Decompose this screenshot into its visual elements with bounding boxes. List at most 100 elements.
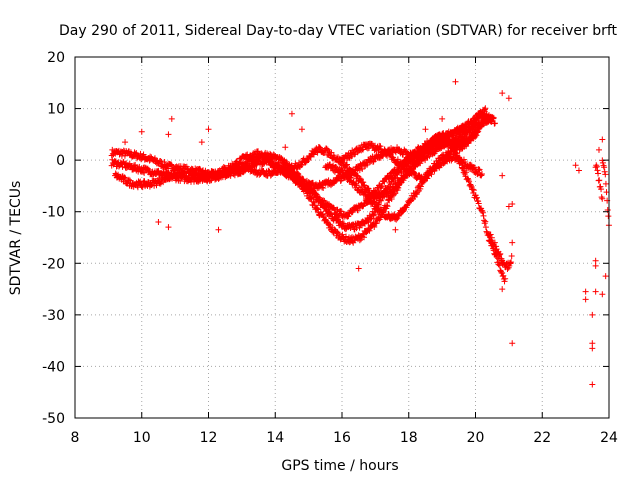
data-point <box>454 150 461 157</box>
data-point <box>383 202 390 209</box>
data-point <box>337 177 344 184</box>
data-point <box>474 114 481 121</box>
data-point <box>393 216 400 223</box>
data-point <box>499 90 506 97</box>
data-point <box>473 124 480 131</box>
data-point <box>247 163 254 170</box>
data-point <box>378 197 385 204</box>
data-point <box>411 170 418 177</box>
data-point <box>394 159 401 166</box>
data-point <box>488 114 495 121</box>
data-point <box>328 211 335 218</box>
data-point <box>219 174 226 181</box>
data-point <box>155 175 162 182</box>
data-point <box>457 159 464 166</box>
data-point <box>140 151 147 158</box>
data-point <box>601 164 608 171</box>
data-point <box>478 172 485 179</box>
data-point <box>205 126 212 133</box>
data-point <box>398 170 405 177</box>
data-point <box>596 177 603 184</box>
data-point <box>161 158 168 165</box>
data-point <box>184 175 191 182</box>
data-point <box>355 207 362 214</box>
data-point <box>482 224 489 231</box>
data-point <box>424 175 431 182</box>
data-point <box>165 224 172 231</box>
data-point <box>462 137 469 144</box>
data-point <box>254 156 261 163</box>
data-point <box>392 190 399 197</box>
data-point <box>599 136 606 143</box>
data-point <box>394 156 401 163</box>
data-point <box>417 183 424 190</box>
data-point <box>351 151 358 158</box>
data-point <box>589 340 596 347</box>
data-point <box>298 126 305 133</box>
data-point <box>502 275 509 282</box>
data-point <box>470 187 477 194</box>
data-point <box>509 200 516 207</box>
data-point <box>592 257 599 264</box>
data-point <box>322 216 329 223</box>
data-point <box>400 177 407 184</box>
data-point <box>377 143 384 150</box>
data-point <box>445 140 452 147</box>
data-point <box>382 151 389 158</box>
data-point <box>132 161 139 168</box>
data-point <box>344 213 351 220</box>
data-point <box>365 185 372 192</box>
data-point <box>336 218 343 225</box>
data-point <box>593 163 600 170</box>
y-tick-label: -20 <box>42 256 65 272</box>
data-point <box>469 186 476 193</box>
data-point <box>361 234 368 241</box>
data-point <box>508 259 515 266</box>
data-point <box>505 203 512 210</box>
x-tick-label: 18 <box>400 430 418 446</box>
data-point <box>475 200 482 207</box>
data-point <box>461 133 468 140</box>
data-point <box>467 129 474 136</box>
data-point <box>218 169 225 176</box>
x-tick-label: 24 <box>600 430 618 446</box>
data-point <box>406 165 413 172</box>
data-point <box>220 164 227 171</box>
data-point <box>392 226 399 233</box>
data-point <box>384 203 391 210</box>
data-point <box>466 121 473 128</box>
data-point <box>314 205 321 212</box>
data-point <box>138 128 145 135</box>
data-point <box>370 158 377 165</box>
data-point <box>385 211 392 218</box>
data-point <box>450 132 457 139</box>
data-point <box>488 117 495 124</box>
data-point <box>348 175 355 182</box>
data-point <box>491 239 498 246</box>
data-point <box>380 208 387 215</box>
data-point <box>370 158 377 165</box>
data-point <box>198 139 205 146</box>
data-point <box>592 288 599 295</box>
y-tick-label: -30 <box>42 308 65 324</box>
y-axis-label: SDTVAR / TECUs <box>8 181 24 296</box>
y-tick-label: 20 <box>47 50 65 66</box>
data-point <box>473 115 480 122</box>
data-point <box>599 291 606 298</box>
data-point <box>141 169 148 176</box>
data-point <box>457 156 464 163</box>
data-point <box>487 231 494 238</box>
data-point <box>318 184 325 191</box>
y-tick-labels: 20 10 0 -10 -20 -30 -40 -50 <box>42 50 65 427</box>
data-point <box>236 167 243 174</box>
data-point <box>599 159 606 166</box>
data-point <box>597 183 604 190</box>
x-tick-label: 22 <box>533 430 551 446</box>
x-tick-labels: 8 10 12 14 16 18 20 22 24 <box>71 430 618 446</box>
data-point <box>445 137 452 144</box>
data-point <box>428 171 435 178</box>
data-point <box>294 169 301 176</box>
data-point <box>572 162 579 169</box>
data-point <box>449 142 456 149</box>
data-point <box>474 129 481 136</box>
